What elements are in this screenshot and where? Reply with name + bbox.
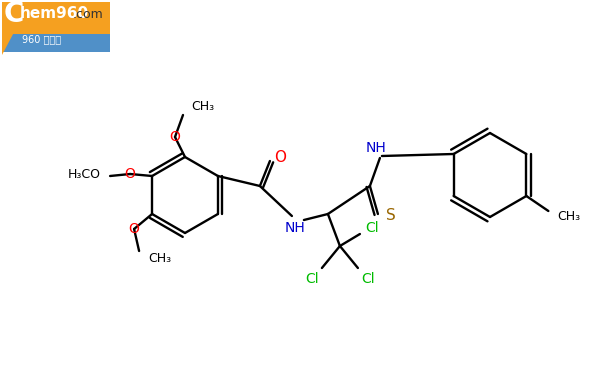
Text: Cl: Cl xyxy=(365,221,379,235)
Text: hem960: hem960 xyxy=(20,6,89,21)
Text: O: O xyxy=(129,222,140,236)
Text: NH: NH xyxy=(365,141,386,155)
Text: Cl: Cl xyxy=(305,272,319,286)
Bar xyxy=(2,2,110,52)
Text: O: O xyxy=(169,130,180,144)
Text: O: O xyxy=(125,167,136,181)
Text: .com: .com xyxy=(73,8,103,21)
Text: CH₃: CH₃ xyxy=(191,100,215,114)
Text: S: S xyxy=(386,209,396,224)
Text: 960 化工网: 960 化工网 xyxy=(22,34,61,44)
Text: CH₃: CH₃ xyxy=(149,252,172,266)
Text: NH: NH xyxy=(284,221,306,235)
Bar xyxy=(2,34,110,52)
Text: O: O xyxy=(274,150,286,165)
Text: CH₃: CH₃ xyxy=(557,210,580,222)
Polygon shape xyxy=(2,2,30,55)
Text: H₃CO: H₃CO xyxy=(68,168,100,182)
Text: Cl: Cl xyxy=(361,272,374,286)
Text: C: C xyxy=(4,0,24,28)
